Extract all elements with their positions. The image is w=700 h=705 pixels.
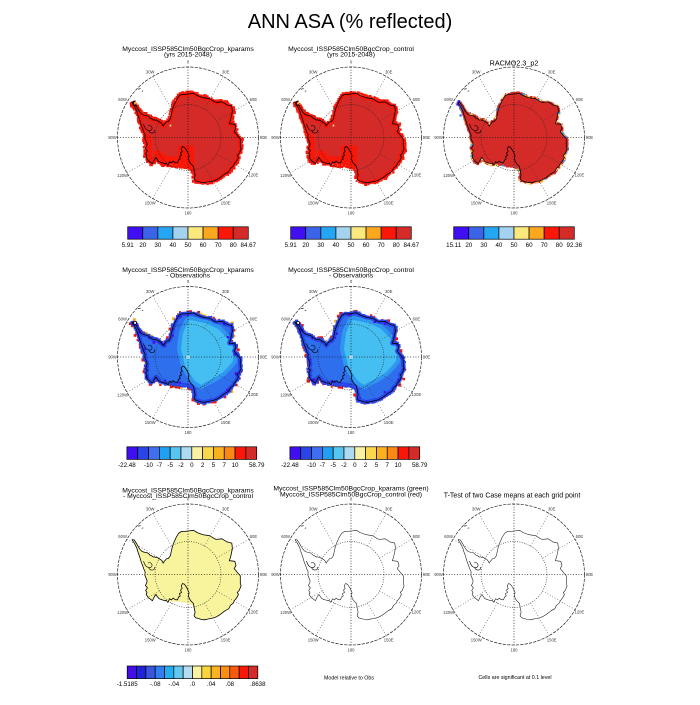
svg-text:15.11: 15.11 (446, 242, 462, 249)
svg-text:84.67: 84.67 (241, 242, 257, 249)
svg-text:7: 7 (386, 462, 390, 469)
svg-text:Myccost_ISSP585Clm50BgcCrop_kp: Myccost_ISSP585Clm50BgcCrop_kparams (122, 46, 254, 53)
svg-text:58.79: 58.79 (249, 462, 265, 469)
svg-text:- Observations: - Observations (329, 273, 374, 280)
svg-text:-2: -2 (178, 462, 184, 469)
svg-text:-10: -10 (307, 462, 317, 469)
svg-text:58.79: 58.79 (412, 462, 428, 469)
svg-text:ANN ASA (% reflected): ANN ASA (% reflected) (248, 11, 453, 33)
svg-text:-10: -10 (144, 462, 154, 469)
svg-text:70: 70 (378, 242, 385, 249)
svg-text:50: 50 (348, 242, 355, 249)
svg-text:30: 30 (480, 242, 487, 249)
svg-text:80: 80 (230, 242, 237, 249)
svg-text:80: 80 (556, 242, 563, 249)
svg-text:20: 20 (302, 242, 309, 249)
svg-text:60: 60 (200, 242, 207, 249)
svg-text:30: 30 (154, 242, 161, 249)
svg-text:- Observations: - Observations (166, 273, 211, 280)
svg-text:-5: -5 (167, 462, 173, 469)
svg-text:.8638: .8638 (250, 681, 266, 688)
svg-text:70: 70 (215, 242, 222, 249)
svg-text:Myccost_ISSP585Clm50BgcCrop_kp: Myccost_ISSP585Clm50BgcCrop_kparams (gre… (273, 486, 428, 493)
svg-text:Model relative to Obs: Model relative to Obs (324, 676, 374, 682)
svg-text:40: 40 (495, 242, 502, 249)
svg-text:40: 40 (169, 242, 176, 249)
svg-text:2: 2 (364, 462, 368, 469)
svg-text:-22.48: -22.48 (281, 462, 299, 469)
svg-text:70: 70 (541, 242, 548, 249)
svg-text:5.91: 5.91 (285, 242, 298, 249)
svg-text:(yrs 2015-2048): (yrs 2015-2048) (327, 52, 375, 59)
svg-text:-.08: -.08 (150, 681, 161, 688)
svg-text:-5: -5 (330, 462, 336, 469)
svg-text:Cells are significant at 0.1 l: Cells are significant at 0.1 level (478, 675, 551, 681)
svg-text:-2: -2 (341, 462, 347, 469)
svg-text:10: 10 (232, 462, 239, 469)
svg-text:60: 60 (363, 242, 370, 249)
svg-text:92.36: 92.36 (567, 242, 583, 249)
svg-text:50: 50 (511, 242, 518, 249)
svg-text:Myccost_ISSP585Clm50BgcCrop_co: Myccost_ISSP585Clm50BgcCrop_control (red… (280, 492, 422, 499)
svg-text:-7: -7 (320, 462, 326, 469)
svg-text:50: 50 (185, 242, 192, 249)
svg-text:.08: .08 (226, 681, 235, 688)
svg-text:-7: -7 (157, 462, 163, 469)
svg-text:30: 30 (317, 242, 324, 249)
svg-text:Myccost_ISSP585Clm50BgcCrop_kp: Myccost_ISSP585Clm50BgcCrop_kparams (122, 267, 254, 274)
svg-text:40: 40 (332, 242, 339, 249)
svg-text:Myccost_ISSP585Clm50BgcCrop_co: Myccost_ISSP585Clm50BgcCrop_control (288, 46, 414, 53)
svg-text:20: 20 (139, 242, 146, 249)
svg-text:7: 7 (223, 462, 227, 469)
svg-text:2: 2 (201, 462, 205, 469)
svg-text:60: 60 (526, 242, 533, 249)
svg-text:84.67: 84.67 (404, 242, 420, 249)
svg-text:0: 0 (353, 462, 357, 469)
svg-text:0: 0 (190, 462, 194, 469)
svg-text:Myccost_ISSP585Clm50BgcCrop_kp: Myccost_ISSP585Clm50BgcCrop_kparams (122, 488, 254, 495)
svg-text:5: 5 (212, 462, 216, 469)
svg-text:.04: .04 (207, 681, 216, 688)
svg-text:(yrs 2015-2048): (yrs 2015-2048) (164, 52, 212, 59)
svg-text:.0: .0 (190, 681, 196, 688)
svg-text:T-Test of two Case means at ea: T-Test of two Case means at each grid po… (444, 493, 581, 500)
svg-text:-22.48: -22.48 (118, 462, 136, 469)
svg-text:-.04: -.04 (169, 681, 180, 688)
svg-text:80: 80 (393, 242, 400, 249)
svg-text:5: 5 (375, 462, 379, 469)
svg-text:20: 20 (465, 242, 472, 249)
svg-text:Myccost_ISSP585Clm50BgcCrop_co: Myccost_ISSP585Clm50BgcCrop_control (288, 267, 414, 274)
svg-text:5.91: 5.91 (122, 242, 135, 249)
svg-text:10: 10 (395, 462, 402, 469)
svg-text:-1.5185: -1.5185 (117, 681, 139, 688)
